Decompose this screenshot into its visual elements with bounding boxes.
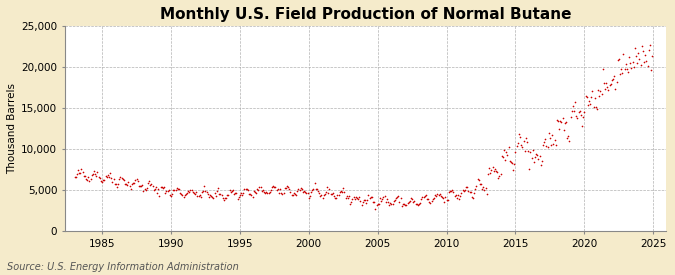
Text: Source: U.S. Energy Information Administration: Source: U.S. Energy Information Administ… xyxy=(7,262,238,272)
Title: Monthly U.S. Field Production of Normal Butane: Monthly U.S. Field Production of Normal … xyxy=(159,7,571,22)
Y-axis label: Thousand Barrels: Thousand Barrels xyxy=(7,83,17,174)
